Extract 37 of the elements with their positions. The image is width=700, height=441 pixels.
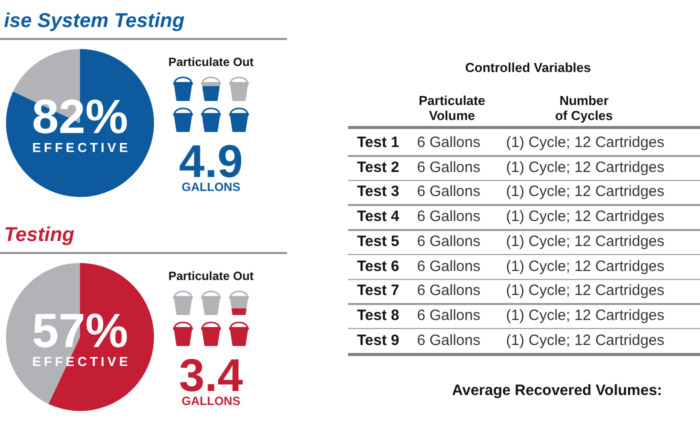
category-label: Test 5 bbox=[357, 232, 400, 251]
text: 6 Gallons bbox=[417, 183, 480, 202]
chart-title: Testing bbox=[4, 224, 74, 246]
text: (1) Cycle; 12 Cartridges bbox=[506, 232, 664, 251]
text: 6 Gallons bbox=[417, 208, 480, 226]
text: Particulate Out bbox=[168, 269, 254, 283]
text: (1) Cycle; 12 Cartridges bbox=[506, 158, 664, 177]
text: 6 Gallons bbox=[417, 232, 480, 251]
text: Controlled Variables bbox=[465, 60, 591, 75]
text: 6 Gallons bbox=[417, 306, 480, 325]
category-label: Test 2 bbox=[357, 158, 400, 177]
text: 6 Gallons bbox=[417, 282, 480, 300]
category-label: Test 6 bbox=[357, 258, 400, 276]
text: (1) Cycle; 12 Cartridges bbox=[506, 282, 664, 300]
text: Number of Cycles bbox=[554, 93, 614, 123]
text: (1) Cycle; 12 Cartridges bbox=[506, 208, 664, 226]
text: GALLONS bbox=[182, 180, 240, 194]
text: GALLONS bbox=[182, 394, 240, 408]
text: 6 Gallons bbox=[417, 158, 480, 177]
text: (1) Cycle; 12 Cartridges bbox=[506, 134, 664, 152]
text: Particulate Out bbox=[168, 55, 254, 69]
text: (1) Cycle; 12 Cartridges bbox=[506, 332, 664, 350]
chart-title: ise System Testing bbox=[4, 10, 184, 32]
category-label: Test 9 bbox=[357, 332, 400, 350]
text: 6 Gallons bbox=[417, 258, 480, 276]
category-label: Test 1 bbox=[357, 134, 400, 152]
category-label: Test 7 bbox=[357, 282, 400, 300]
text: 6 Gallons bbox=[417, 134, 480, 152]
category-label: Test 3 bbox=[357, 183, 400, 202]
text: (1) Cycle; 12 Cartridges bbox=[506, 183, 664, 202]
text: 6 Gallons bbox=[417, 332, 480, 350]
text: Average Recovered Volumes: bbox=[452, 382, 662, 400]
text: (1) Cycle; 12 Cartridges bbox=[506, 306, 664, 325]
category-label: Test 4 bbox=[357, 208, 400, 226]
category-label: Test 8 bbox=[357, 306, 400, 325]
text: (1) Cycle; 12 Cartridges bbox=[506, 258, 664, 276]
text: Particulate Volume bbox=[418, 93, 486, 123]
